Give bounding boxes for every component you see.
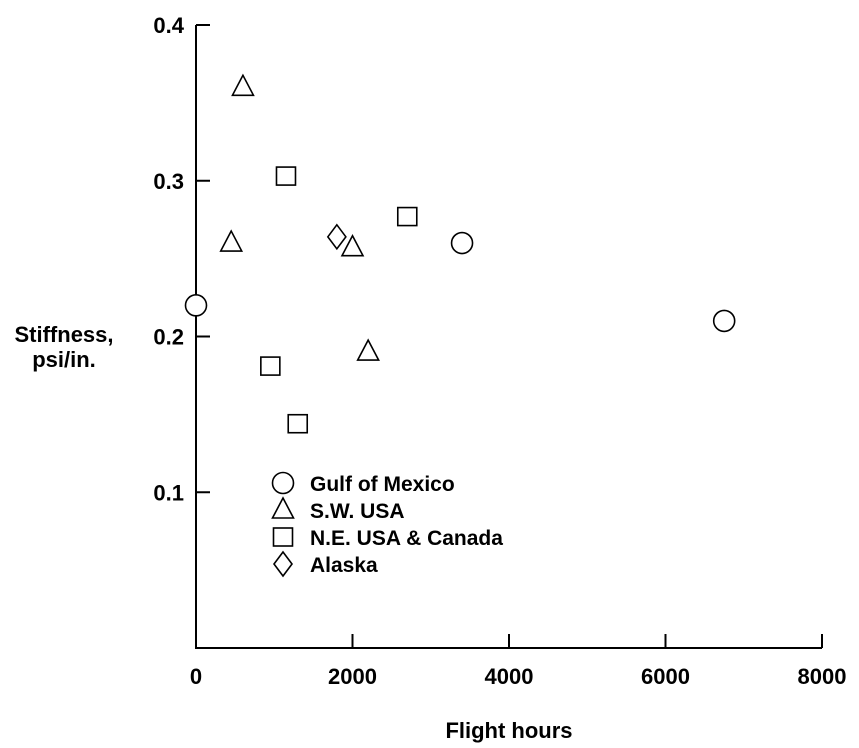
legend-marker-diamond <box>273 550 293 578</box>
x-tick-label: 6000 <box>641 664 690 689</box>
data-point-triangle <box>219 229 244 252</box>
x-tick-label: 8000 <box>798 664 847 689</box>
legend-marker-square <box>272 527 294 547</box>
legend: Gulf of Mexico S.W. USA N.E. USA & Canada A… <box>271 471 503 578</box>
data-point-square <box>287 413 309 434</box>
legend-marker-triangle <box>271 496 295 519</box>
legend-label: S.W. USA <box>310 500 405 523</box>
legend-label: Gulf of Mexico <box>310 473 455 496</box>
y-tick-label: 0.1 <box>153 480 184 505</box>
data-point-diamond <box>326 223 347 251</box>
data-point-triangle <box>356 338 380 361</box>
data-point-square <box>260 356 281 376</box>
y-tick-label: 0.3 <box>153 169 184 194</box>
y-tick-label: 0.4 <box>153 13 184 38</box>
data-point-circle <box>450 231 474 255</box>
x-tick-label: 4000 <box>485 664 534 689</box>
axis-frame <box>195 25 822 649</box>
data-points <box>184 73 736 434</box>
legend-label: N.E. USA & Canada <box>310 527 503 550</box>
legend-label: Alaska <box>310 554 378 577</box>
data-point-square <box>275 166 297 186</box>
axes <box>195 25 822 649</box>
y-axis-label-line: Stiffness, <box>14 322 113 347</box>
data-point-triangle <box>231 73 255 97</box>
data-point-circle <box>184 294 208 317</box>
x-axis-label: Flight hours <box>445 718 572 743</box>
y-axis-label-line: psi/in. <box>32 347 96 372</box>
y-axis-label: Stiffness, psi/in. <box>14 322 113 372</box>
x-tick-label: 2000 <box>328 664 377 689</box>
y-tick-label: 0.2 <box>153 325 184 350</box>
data-point-triangle <box>340 234 365 257</box>
x-tick-label: 0 <box>190 664 202 689</box>
ticks <box>196 24 823 648</box>
data-point-square <box>396 206 418 227</box>
tick-labels: 0 2000 4000 6000 8000 0.1 0.2 0.3 0.4 <box>153 13 846 689</box>
data-point-circle <box>712 309 736 333</box>
legend-marker-circle <box>271 471 295 495</box>
